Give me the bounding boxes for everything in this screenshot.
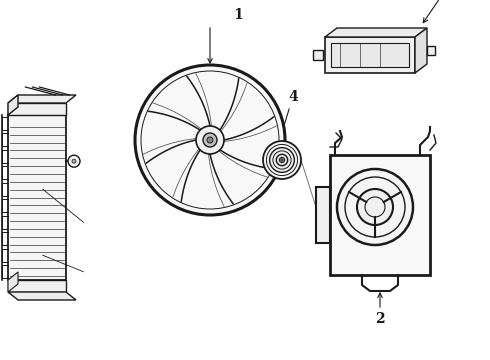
Bar xyxy=(330,155,430,275)
Polygon shape xyxy=(8,95,76,103)
Bar xyxy=(316,187,330,243)
Bar xyxy=(313,50,323,60)
Circle shape xyxy=(68,155,80,167)
Polygon shape xyxy=(8,272,18,292)
Text: 2: 2 xyxy=(375,312,385,326)
Circle shape xyxy=(135,65,285,215)
Circle shape xyxy=(196,126,224,154)
Circle shape xyxy=(279,157,285,163)
Polygon shape xyxy=(8,292,76,300)
Bar xyxy=(8,115,66,280)
Bar xyxy=(325,37,415,73)
Bar xyxy=(8,280,66,292)
Circle shape xyxy=(72,159,76,163)
Bar xyxy=(8,103,66,115)
Polygon shape xyxy=(8,95,18,115)
Circle shape xyxy=(276,154,288,166)
Bar xyxy=(331,43,409,67)
Circle shape xyxy=(281,159,283,161)
Text: 1: 1 xyxy=(233,8,243,22)
Circle shape xyxy=(337,169,413,245)
Polygon shape xyxy=(415,28,427,73)
Polygon shape xyxy=(325,28,427,37)
Text: 4: 4 xyxy=(288,90,298,104)
Circle shape xyxy=(357,189,393,225)
Circle shape xyxy=(270,148,294,172)
Circle shape xyxy=(203,133,217,147)
Bar xyxy=(427,46,435,54)
Bar xyxy=(330,155,430,275)
Circle shape xyxy=(263,141,301,179)
Circle shape xyxy=(207,137,213,143)
